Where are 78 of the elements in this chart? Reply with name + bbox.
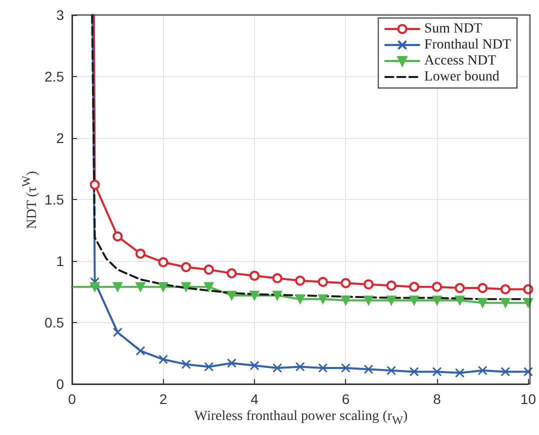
point (226, 358, 236, 368)
y-tick-label: 1 (56, 253, 64, 269)
point (364, 279, 374, 290)
point (318, 276, 328, 287)
point (318, 294, 328, 304)
point (112, 328, 122, 338)
point (112, 231, 123, 242)
point (226, 268, 237, 278)
point (318, 363, 328, 373)
point (500, 298, 510, 308)
point (523, 366, 533, 376)
point (432, 282, 442, 292)
point (272, 273, 282, 284)
point (500, 284, 510, 294)
point (135, 248, 146, 259)
point (250, 360, 260, 370)
point (90, 282, 100, 292)
point (455, 368, 465, 378)
point (386, 296, 396, 306)
point (478, 298, 488, 308)
y-tick-label: 0 (56, 376, 64, 392)
point (478, 283, 488, 294)
x-tick-label: 6 (342, 391, 350, 407)
point (409, 282, 420, 292)
x-tick-label: 0 (68, 391, 76, 407)
point (226, 290, 236, 300)
point (272, 290, 282, 300)
point (90, 180, 100, 190)
point (364, 364, 374, 374)
point (409, 296, 419, 306)
y-tick-label: 2.5 (44, 68, 64, 84)
x-tick-label: 2 (159, 391, 168, 407)
point (386, 366, 396, 376)
legend-label: Sum NDT (424, 22, 483, 36)
point (204, 282, 214, 292)
point (455, 296, 465, 306)
x-tick-label: 4 (250, 391, 259, 407)
point (181, 262, 192, 272)
point (90, 277, 100, 287)
point (295, 276, 306, 286)
x-axis-title: Wireless fronthaul power scaling (r$_{W}$) (194, 409, 408, 429)
point (364, 296, 374, 306)
point (158, 282, 168, 292)
point (181, 282, 191, 292)
y-tick-label: 0.5 (44, 314, 64, 330)
legend-label: Fronthaul NDT (424, 38, 512, 52)
y-tick-label: 3 (56, 7, 64, 23)
point (204, 362, 214, 372)
point (249, 270, 260, 281)
point (432, 296, 442, 306)
point (523, 284, 534, 294)
legend-label: Access NDT (424, 54, 497, 68)
point (136, 346, 146, 356)
point (500, 366, 510, 376)
point (295, 362, 305, 372)
point (158, 257, 168, 268)
y-tick-label: 2 (56, 130, 64, 146)
point (295, 294, 305, 304)
y-tick-label: 1.5 (44, 192, 64, 208)
point (478, 366, 488, 376)
point (386, 280, 396, 291)
point (136, 282, 146, 292)
point (523, 298, 533, 308)
point (181, 360, 191, 370)
point (432, 366, 442, 376)
point (204, 264, 214, 275)
point (454, 283, 465, 294)
point (409, 366, 419, 376)
x-tick-label: 10 (520, 391, 536, 407)
point (250, 290, 260, 300)
x-tick-label: 8 (433, 391, 442, 407)
legend-label: Lower bound (424, 70, 500, 84)
point (112, 282, 122, 292)
point (340, 363, 350, 373)
point (340, 296, 350, 306)
point (158, 354, 168, 364)
point (272, 363, 282, 373)
point (340, 278, 351, 288)
